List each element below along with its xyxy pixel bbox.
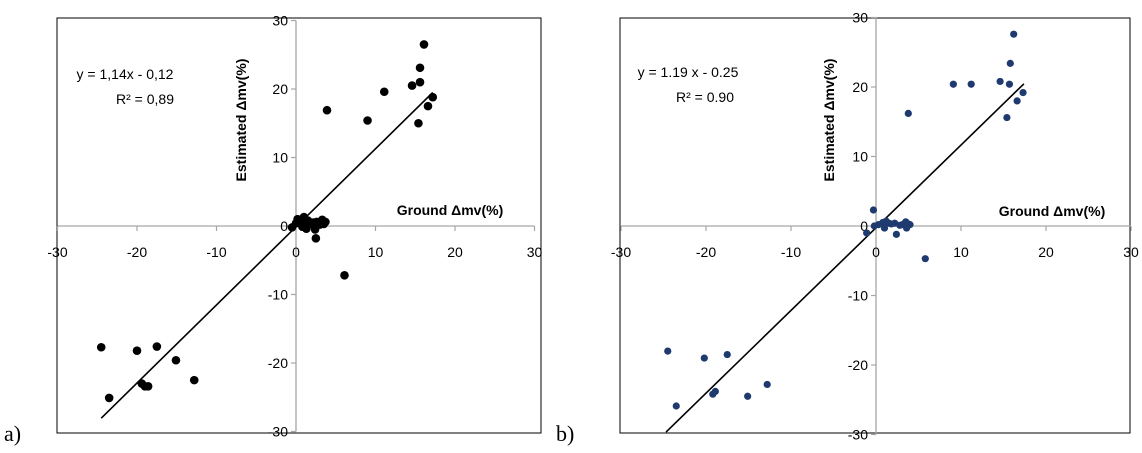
data-point-a <box>322 105 332 115</box>
data-point-a <box>340 271 349 280</box>
data-point-a <box>363 116 372 125</box>
x-axis-title-a: Ground Δmv(%) <box>397 202 504 218</box>
regression-equation-b: y = 1.19 x - 0.25 <box>638 64 739 80</box>
x-tick-label-b: 10 <box>953 244 969 260</box>
y-tick-label-a: -10 <box>268 287 288 303</box>
panel-label-b: b) <box>556 421 575 446</box>
data-point-a <box>321 217 330 227</box>
y-tick-label-a: -30 <box>268 424 288 440</box>
y-tick-label-b: 20 <box>852 79 868 95</box>
data-point-b <box>700 354 708 362</box>
data-point-b <box>744 392 752 400</box>
data-point-a <box>415 77 425 87</box>
plot-frame-a <box>56 17 542 434</box>
x-tick-label-a: -10 <box>206 244 226 260</box>
data-point-a <box>152 342 162 351</box>
data-point-a <box>171 355 181 365</box>
data-point-a <box>311 234 321 243</box>
data-point-b <box>1006 59 1014 67</box>
data-point-b <box>1010 30 1018 38</box>
data-point-b <box>1003 113 1011 122</box>
data-point-b <box>996 77 1004 86</box>
regression-equation-a: y = 1,14x - 0,12 <box>77 66 174 82</box>
x-axis-title-b: Ground Δmv(%) <box>999 203 1106 219</box>
x-tick-label-b: -10 <box>781 244 801 260</box>
r-squared-a: R² = 0,89 <box>116 91 174 107</box>
y-axis-title-a: Estimated Δmv(%) <box>233 59 249 182</box>
data-point-b <box>967 80 975 88</box>
data-point-b <box>863 229 871 237</box>
x-tick-label-a: 20 <box>447 244 463 260</box>
data-point-b <box>892 230 901 238</box>
x-tick-label-b: -20 <box>696 244 716 260</box>
y-tick-label-b: -20 <box>848 357 868 373</box>
y-axis-title-b: Estimated Δmv(%) <box>821 59 837 182</box>
x-tick-label-a: -20 <box>127 244 147 260</box>
data-point-b <box>1005 80 1014 88</box>
y-tick-label-b: 30 <box>852 10 868 26</box>
data-point-a <box>132 346 142 355</box>
data-point-a <box>407 81 417 90</box>
data-point-b <box>1019 88 1027 97</box>
data-point-b <box>723 350 731 359</box>
data-point-a <box>104 393 114 403</box>
x-tick-label-a: 0 <box>292 244 300 260</box>
trend-line-a <box>100 91 434 419</box>
y-tick-label-a: 20 <box>272 81 288 97</box>
data-point-a <box>415 63 425 73</box>
y-tick-label-a: -20 <box>268 355 288 371</box>
panel-label-a: a) <box>4 421 22 446</box>
y-tick-label-b: 0 <box>860 218 868 234</box>
data-point-b <box>921 255 929 263</box>
x-tick-label-a: 30 <box>527 244 543 260</box>
data-point-b <box>711 387 719 396</box>
data-point-a <box>379 87 389 97</box>
trend-line-b <box>665 83 1025 433</box>
data-point-a <box>419 40 429 49</box>
r-squared-b: R² = 0.90 <box>676 89 734 105</box>
data-point-b <box>904 109 912 118</box>
data-point-a <box>423 101 433 111</box>
data-point-a <box>143 381 153 391</box>
data-point-b <box>763 380 771 389</box>
x-tick-label-b: 30 <box>1123 244 1139 260</box>
y-tick-label-b: -10 <box>848 288 868 304</box>
x-tick-label-a: -30 <box>47 244 67 260</box>
data-point-b <box>949 80 957 88</box>
data-point-b <box>906 221 914 229</box>
y-tick-label-a: 10 <box>272 150 288 166</box>
y-tick-label-b: -30 <box>848 427 868 443</box>
x-tick-label-a: 10 <box>368 244 384 260</box>
data-point-b <box>1013 97 1021 105</box>
x-tick-label-b: 20 <box>1038 244 1054 260</box>
y-tick-label-a: 30 <box>272 13 288 29</box>
data-point-a <box>189 375 199 385</box>
y-tick-label-b: 10 <box>852 149 868 165</box>
x-tick-label-b: -30 <box>611 244 631 260</box>
data-point-a <box>96 342 106 352</box>
y-tick-label-a: 0 <box>280 218 288 234</box>
data-point-b <box>672 402 680 410</box>
data-point-a <box>414 118 423 128</box>
x-tick-label-b: 0 <box>872 244 880 260</box>
data-point-b <box>664 347 672 355</box>
data-point-b <box>869 206 878 214</box>
data-point-b <box>880 224 889 232</box>
data-point-a <box>428 92 438 102</box>
